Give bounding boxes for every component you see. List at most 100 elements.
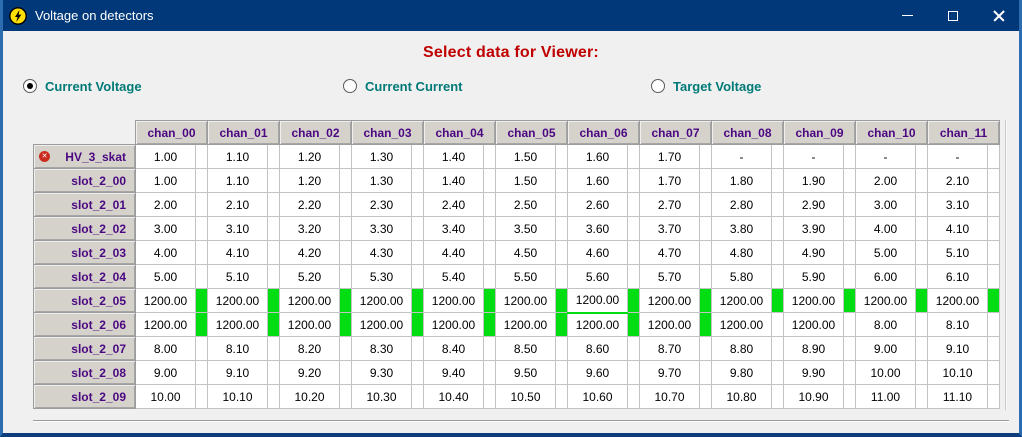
cell-slot_2_07-chan_09[interactable]: 8.90 (783, 336, 844, 361)
cell-slot_2_01-chan_11[interactable]: 3.10 (927, 192, 988, 217)
cell-slot_2_06-chan_11[interactable]: 8.10 (927, 312, 988, 337)
cell-slot_2_01-chan_08[interactable]: 2.80 (711, 192, 772, 217)
cell-slot_2_08-chan_07[interactable]: 9.70 (639, 360, 700, 385)
cell-slot_2_00-chan_10[interactable]: 2.00 (855, 168, 916, 193)
cell-slot_2_00-chan_01[interactable]: 1.10 (207, 168, 268, 193)
cell-slot_2_05-chan_09[interactable]: 1200.00 (783, 288, 844, 313)
cell-slot_2_04-chan_00[interactable]: 5.00 (135, 264, 196, 289)
cell-slot_2_02-chan_01[interactable]: 3.10 (207, 216, 268, 241)
cell-slot_2_00-chan_07[interactable]: 1.70 (639, 168, 700, 193)
cell-slot_2_00-chan_04[interactable]: 1.40 (423, 168, 484, 193)
cell-slot_2_00-chan_06[interactable]: 1.60 (567, 168, 628, 193)
cell-slot_2_05-chan_01[interactable]: 1200.00 (207, 288, 268, 313)
cell-slot_2_07-chan_00[interactable]: 8.00 (135, 336, 196, 361)
cell-slot_2_04-chan_06[interactable]: 5.60 (567, 264, 628, 289)
cell-slot_2_02-chan_04[interactable]: 3.40 (423, 216, 484, 241)
cell-slot_2_02-chan_06[interactable]: 3.60 (567, 216, 628, 241)
maximize-button[interactable] (930, 0, 976, 31)
radio-current-current[interactable]: Current Current (343, 77, 463, 95)
cell-slot_2_07-chan_07[interactable]: 8.70 (639, 336, 700, 361)
cell-slot_2_03-chan_00[interactable]: 4.00 (135, 240, 196, 265)
cell-HV_3_skat-chan_04[interactable]: 1.40 (423, 144, 484, 169)
cell-slot_2_04-chan_02[interactable]: 5.20 (279, 264, 340, 289)
cell-slot_2_00-chan_00[interactable]: 1.00 (135, 168, 196, 193)
cell-slot_2_03-chan_08[interactable]: 4.80 (711, 240, 772, 265)
cell-slot_2_01-chan_10[interactable]: 3.00 (855, 192, 916, 217)
cell-HV_3_skat-chan_09[interactable]: - (783, 144, 844, 169)
cell-HV_3_skat-chan_06[interactable]: 1.60 (567, 144, 628, 169)
cell-slot_2_04-chan_08[interactable]: 5.80 (711, 264, 772, 289)
cell-slot_2_08-chan_03[interactable]: 9.30 (351, 360, 412, 385)
cell-slot_2_01-chan_02[interactable]: 2.20 (279, 192, 340, 217)
cell-slot_2_04-chan_01[interactable]: 5.10 (207, 264, 268, 289)
cell-slot_2_06-chan_10[interactable]: 8.00 (855, 312, 916, 337)
cell-slot_2_08-chan_10[interactable]: 10.00 (855, 360, 916, 385)
cell-HV_3_skat-chan_07[interactable]: 1.70 (639, 144, 700, 169)
cell-slot_2_03-chan_01[interactable]: 4.10 (207, 240, 268, 265)
cell-slot_2_08-chan_11[interactable]: 10.10 (927, 360, 988, 385)
cell-slot_2_09-chan_05[interactable]: 10.50 (495, 384, 556, 409)
cell-slot_2_02-chan_05[interactable]: 3.50 (495, 216, 556, 241)
cell-slot_2_01-chan_04[interactable]: 2.40 (423, 192, 484, 217)
cell-slot_2_05-chan_11[interactable]: 1200.00 (927, 288, 988, 313)
radio-target-voltage[interactable]: Target Voltage (651, 77, 761, 95)
cell-slot_2_03-chan_04[interactable]: 4.40 (423, 240, 484, 265)
cell-slot_2_06-chan_08[interactable]: 1200.00 (711, 312, 772, 337)
cell-slot_2_02-chan_02[interactable]: 3.20 (279, 216, 340, 241)
cell-slot_2_08-chan_05[interactable]: 9.50 (495, 360, 556, 385)
cell-slot_2_09-chan_03[interactable]: 10.30 (351, 384, 412, 409)
cell-slot_2_09-chan_02[interactable]: 10.20 (279, 384, 340, 409)
cell-slot_2_00-chan_05[interactable]: 1.50 (495, 168, 556, 193)
cell-slot_2_01-chan_03[interactable]: 2.30 (351, 192, 412, 217)
cell-slot_2_06-chan_00[interactable]: 1200.00 (135, 312, 196, 337)
cell-slot_2_04-chan_09[interactable]: 5.90 (783, 264, 844, 289)
cell-slot_2_00-chan_09[interactable]: 1.90 (783, 168, 844, 193)
cell-slot_2_05-chan_04[interactable]: 1200.00 (423, 288, 484, 313)
cell-slot_2_08-chan_06[interactable]: 9.60 (567, 360, 628, 385)
cell-slot_2_01-chan_09[interactable]: 2.90 (783, 192, 844, 217)
cell-slot_2_05-chan_03[interactable]: 1200.00 (351, 288, 412, 313)
cell-slot_2_08-chan_08[interactable]: 9.80 (711, 360, 772, 385)
cell-slot_2_03-chan_06[interactable]: 4.60 (567, 240, 628, 265)
cell-slot_2_09-chan_09[interactable]: 10.90 (783, 384, 844, 409)
cell-slot_2_07-chan_05[interactable]: 8.50 (495, 336, 556, 361)
cell-slot_2_02-chan_03[interactable]: 3.30 (351, 216, 412, 241)
cell-slot_2_05-chan_06[interactable]: 1200.00 (567, 288, 628, 313)
cell-slot_2_03-chan_02[interactable]: 4.20 (279, 240, 340, 265)
cell-slot_2_06-chan_07[interactable]: 1200.00 (639, 312, 700, 337)
cell-slot_2_07-chan_06[interactable]: 8.60 (567, 336, 628, 361)
cell-slot_2_06-chan_09[interactable]: 1200.00 (783, 312, 844, 337)
minimize-button[interactable] (884, 0, 930, 31)
cell-slot_2_03-chan_07[interactable]: 4.70 (639, 240, 700, 265)
cell-slot_2_07-chan_02[interactable]: 8.20 (279, 336, 340, 361)
cell-slot_2_06-chan_04[interactable]: 1200.00 (423, 312, 484, 337)
cell-slot_2_01-chan_00[interactable]: 2.00 (135, 192, 196, 217)
cell-HV_3_skat-chan_05[interactable]: 1.50 (495, 144, 556, 169)
cell-slot_2_06-chan_06[interactable]: 1200.00 (567, 311, 628, 337)
cell-slot_2_07-chan_04[interactable]: 8.40 (423, 336, 484, 361)
close-button[interactable] (976, 0, 1019, 31)
cell-slot_2_00-chan_02[interactable]: 1.20 (279, 168, 340, 193)
cell-HV_3_skat-chan_03[interactable]: 1.30 (351, 144, 412, 169)
cell-slot_2_07-chan_11[interactable]: 9.10 (927, 336, 988, 361)
cell-slot_2_06-chan_05[interactable]: 1200.00 (495, 312, 556, 337)
cell-slot_2_04-chan_03[interactable]: 5.30 (351, 264, 412, 289)
cell-slot_2_01-chan_01[interactable]: 2.10 (207, 192, 268, 217)
cell-HV_3_skat-chan_10[interactable]: - (855, 144, 916, 169)
cell-slot_2_02-chan_00[interactable]: 3.00 (135, 216, 196, 241)
cell-slot_2_03-chan_11[interactable]: 5.10 (927, 240, 988, 265)
cell-HV_3_skat-chan_02[interactable]: 1.20 (279, 144, 340, 169)
cell-slot_2_05-chan_08[interactable]: 1200.00 (711, 288, 772, 313)
cell-HV_3_skat-chan_00[interactable]: 1.00 (135, 144, 196, 169)
cell-slot_2_06-chan_03[interactable]: 1200.00 (351, 312, 412, 337)
cell-HV_3_skat-chan_11[interactable]: - (927, 144, 988, 169)
cell-slot_2_08-chan_04[interactable]: 9.40 (423, 360, 484, 385)
cell-slot_2_01-chan_05[interactable]: 2.50 (495, 192, 556, 217)
cell-slot_2_05-chan_02[interactable]: 1200.00 (279, 288, 340, 313)
cell-slot_2_02-chan_10[interactable]: 4.00 (855, 216, 916, 241)
cell-slot_2_00-chan_08[interactable]: 1.80 (711, 168, 772, 193)
cell-slot_2_01-chan_06[interactable]: 2.60 (567, 192, 628, 217)
cell-slot_2_07-chan_01[interactable]: 8.10 (207, 336, 268, 361)
cell-slot_2_05-chan_05[interactable]: 1200.00 (495, 288, 556, 313)
cell-slot_2_08-chan_00[interactable]: 9.00 (135, 360, 196, 385)
